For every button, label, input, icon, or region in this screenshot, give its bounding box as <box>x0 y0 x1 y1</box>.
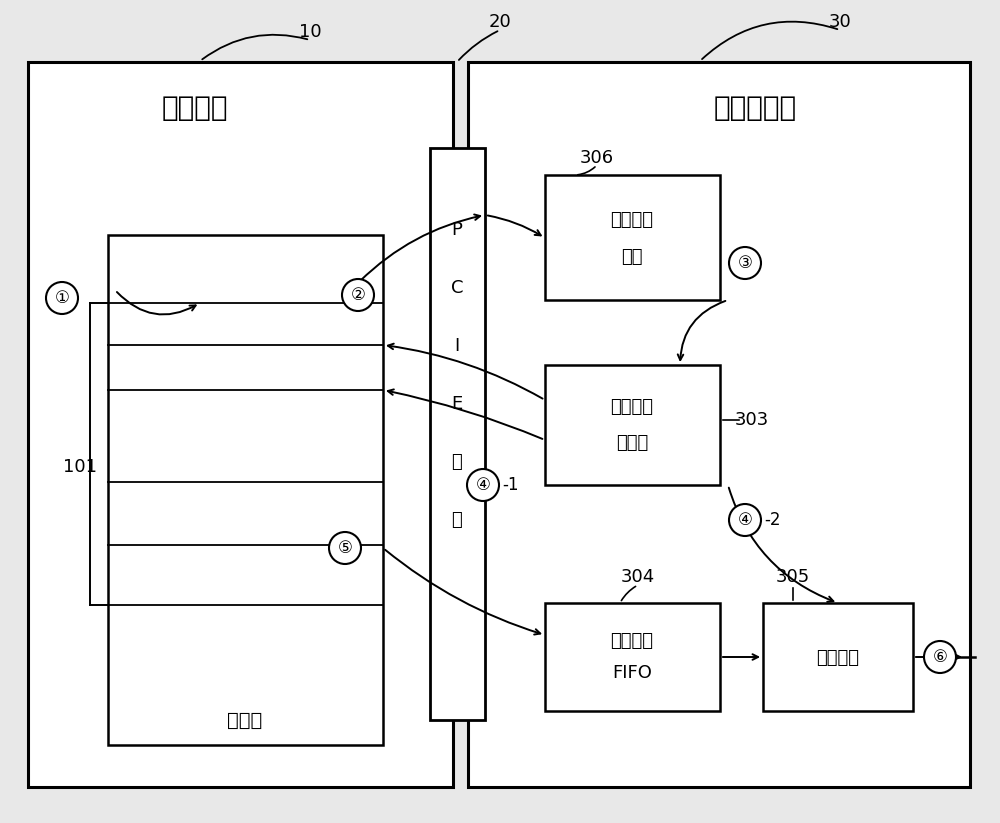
Text: 用户进程: 用户进程 <box>162 94 228 122</box>
Text: 理逻辑: 理逻辑 <box>616 434 648 452</box>
Text: ⑤: ⑤ <box>338 539 352 557</box>
Text: C: C <box>451 279 463 297</box>
Text: 线: 线 <box>452 511 462 529</box>
Text: 描述符处: 描述符处 <box>610 398 654 416</box>
Bar <box>430 148 485 720</box>
Bar <box>468 62 970 787</box>
Circle shape <box>329 532 361 564</box>
Text: 数据区: 数据区 <box>227 710 263 729</box>
Text: ④: ④ <box>476 476 490 494</box>
Text: FIFO: FIFO <box>612 664 652 682</box>
Text: 101: 101 <box>63 458 97 476</box>
Text: ②: ② <box>351 286 365 304</box>
Circle shape <box>46 282 78 314</box>
Circle shape <box>467 469 499 501</box>
Text: 10: 10 <box>299 23 321 41</box>
Text: ⑥: ⑥ <box>933 648 947 666</box>
Circle shape <box>342 279 374 311</box>
Text: ①: ① <box>55 289 69 307</box>
Text: 消息数据: 消息数据 <box>610 632 654 650</box>
Text: -2: -2 <box>764 511 780 529</box>
Bar <box>108 235 383 745</box>
Text: E: E <box>451 395 463 413</box>
Text: -1: -1 <box>502 476 518 494</box>
Text: I: I <box>454 337 460 355</box>
Bar <box>763 603 913 711</box>
Text: 306: 306 <box>580 149 614 167</box>
Bar <box>28 62 453 787</box>
Text: 队列: 队列 <box>621 248 643 266</box>
Text: 304: 304 <box>621 568 655 586</box>
Circle shape <box>729 504 761 536</box>
Text: 发送逻辑: 发送逻辑 <box>816 649 860 667</box>
Text: 30: 30 <box>829 13 851 31</box>
Bar <box>545 175 720 300</box>
Text: 硬件发送: 硬件发送 <box>610 211 654 229</box>
Text: 303: 303 <box>735 411 769 429</box>
Circle shape <box>924 641 956 673</box>
Text: ③: ③ <box>738 254 752 272</box>
Text: ④: ④ <box>738 511 752 529</box>
Text: 20: 20 <box>489 13 511 31</box>
Text: 总: 总 <box>452 453 462 471</box>
Bar <box>545 365 720 485</box>
Bar <box>545 603 720 711</box>
Text: 305: 305 <box>776 568 810 586</box>
Text: 网络接口卡: 网络接口卡 <box>713 94 797 122</box>
Circle shape <box>729 247 761 279</box>
Text: P: P <box>452 221 462 239</box>
